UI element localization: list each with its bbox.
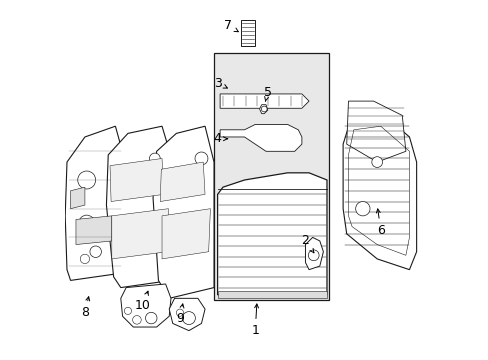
Polygon shape bbox=[217, 173, 326, 295]
Circle shape bbox=[308, 250, 319, 261]
Text: 7: 7 bbox=[224, 19, 238, 32]
Polygon shape bbox=[121, 284, 171, 327]
Circle shape bbox=[182, 312, 195, 324]
Polygon shape bbox=[346, 101, 405, 162]
Text: 5: 5 bbox=[263, 86, 271, 102]
Polygon shape bbox=[65, 126, 124, 280]
Text: 2: 2 bbox=[301, 234, 313, 253]
Circle shape bbox=[124, 307, 131, 315]
Text: 9: 9 bbox=[176, 304, 183, 325]
Polygon shape bbox=[220, 94, 308, 108]
Circle shape bbox=[371, 157, 382, 167]
Polygon shape bbox=[259, 105, 267, 114]
Polygon shape bbox=[305, 237, 323, 270]
Circle shape bbox=[261, 106, 266, 112]
Polygon shape bbox=[70, 187, 85, 209]
Polygon shape bbox=[106, 126, 172, 288]
Polygon shape bbox=[220, 125, 301, 151]
Circle shape bbox=[128, 223, 142, 237]
Circle shape bbox=[130, 170, 150, 190]
Polygon shape bbox=[241, 21, 255, 45]
Circle shape bbox=[149, 153, 160, 164]
Polygon shape bbox=[217, 291, 326, 298]
Polygon shape bbox=[343, 116, 416, 270]
Polygon shape bbox=[76, 216, 112, 244]
Polygon shape bbox=[214, 53, 328, 300]
Circle shape bbox=[355, 202, 369, 216]
Polygon shape bbox=[169, 298, 204, 330]
Circle shape bbox=[195, 152, 207, 165]
Circle shape bbox=[176, 309, 183, 316]
Polygon shape bbox=[153, 126, 214, 298]
Text: 3: 3 bbox=[213, 77, 227, 90]
Circle shape bbox=[132, 316, 141, 324]
Circle shape bbox=[90, 246, 101, 257]
Text: 10: 10 bbox=[134, 291, 150, 312]
Circle shape bbox=[78, 171, 96, 189]
Polygon shape bbox=[162, 209, 210, 259]
Text: 1: 1 bbox=[251, 304, 259, 337]
Text: 8: 8 bbox=[81, 297, 89, 319]
Circle shape bbox=[176, 169, 198, 191]
Polygon shape bbox=[160, 162, 204, 202]
Polygon shape bbox=[112, 209, 168, 259]
Circle shape bbox=[145, 312, 157, 324]
Text: 4: 4 bbox=[213, 132, 227, 145]
Circle shape bbox=[79, 215, 94, 231]
Text: 6: 6 bbox=[376, 209, 384, 237]
Polygon shape bbox=[110, 158, 163, 202]
Circle shape bbox=[80, 254, 89, 264]
Circle shape bbox=[172, 222, 187, 238]
